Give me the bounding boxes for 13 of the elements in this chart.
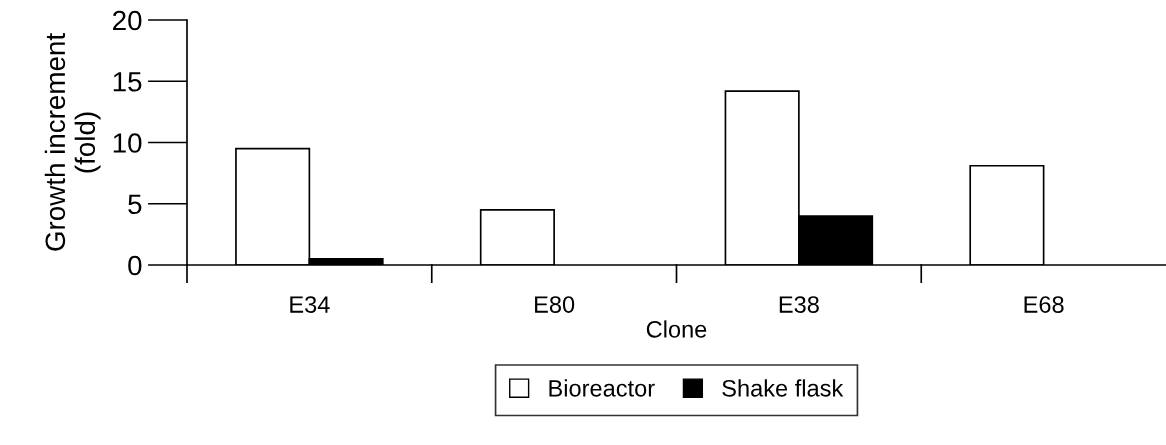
legend-label: Bioreactor (549, 379, 655, 397)
legend-label: Shake flask (722, 379, 844, 397)
y-tick-label: 5 (128, 194, 142, 215)
x-tick-label: E80 (535, 296, 575, 313)
x-tick-label: E38 (779, 296, 819, 313)
x-tick-label: E68 (1024, 296, 1064, 313)
y-tick-label: 10 (113, 133, 142, 153)
y-axis-title: Growth increment (fold) (44, 33, 101, 251)
y-tick-label: 15 (113, 72, 142, 92)
y-tick-label: 20 (113, 10, 142, 31)
x-axis-title: Clone (646, 320, 707, 338)
y-tick-label: 0 (128, 255, 142, 276)
x-tick-label: E34 (290, 296, 330, 313)
